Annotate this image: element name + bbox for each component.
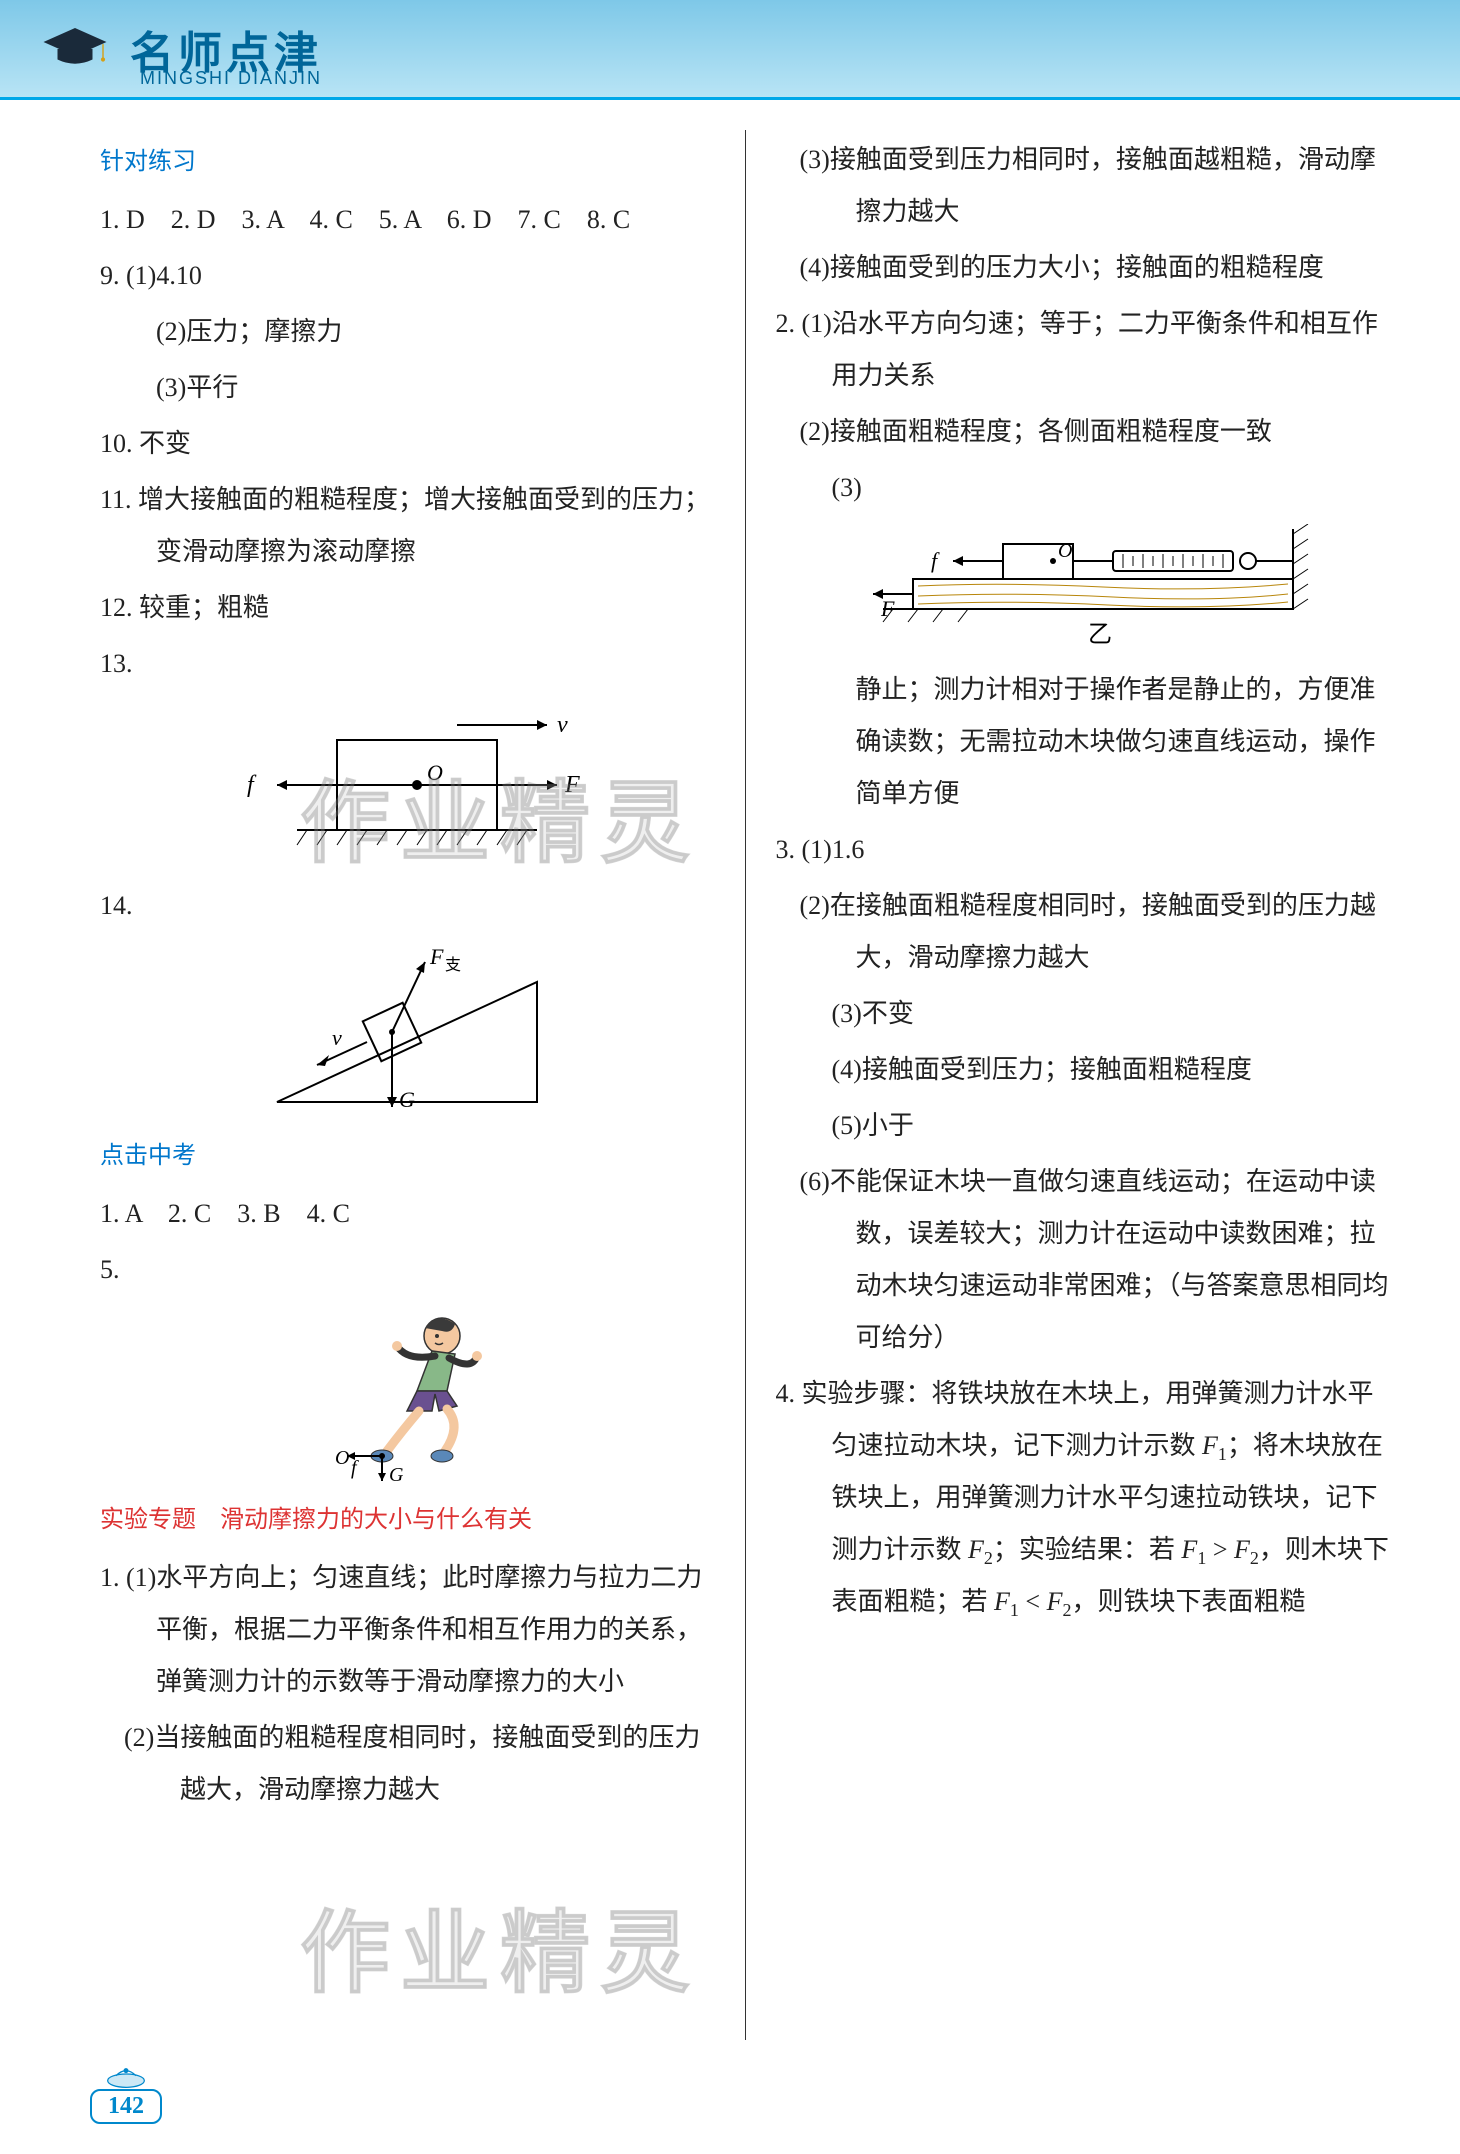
- answer-line: 14.: [100, 880, 715, 932]
- answer-line: (4)接触面受到的压力大小；接触面的粗糙程度: [776, 242, 1391, 294]
- answer-line: (3)接触面受到压力相同时，接触面越粗糙，滑动摩擦力越大: [776, 134, 1391, 238]
- svg-text:f: f: [351, 1457, 359, 1479]
- answer-line: (2)在接触面粗糙程度相同时，接触面受到的压力越大，滑动摩擦力越大: [776, 880, 1391, 984]
- figure-13: O v F f: [100, 700, 715, 870]
- answer-line: 1. D 2. D 3. A 4. C 5. A 6. D 7. C 8. C: [100, 194, 715, 246]
- graduation-cap-icon: [40, 24, 110, 74]
- svg-text:O: O: [1058, 540, 1072, 562]
- svg-text:乙: 乙: [1088, 622, 1112, 648]
- content-area: 针对练习 1. D 2. D 3. A 4. C 5. A 6. D 7. C …: [0, 100, 1460, 2060]
- svg-text:f: f: [931, 548, 940, 573]
- answer-line: (2)当接触面的粗糙程度相同时，接触面受到的压力越大，滑动摩擦力越大: [100, 1712, 715, 1816]
- answer-line: (3)平行: [100, 362, 715, 414]
- svg-text:G: G: [389, 1464, 404, 1486]
- section-label-zhongkao: 点击中考: [100, 1132, 715, 1180]
- figure-spring-scale: F O f: [776, 524, 1391, 654]
- answer-line: 3. (1)1.6: [776, 824, 1391, 876]
- section-label-experiment: 实验专题 滑动摩擦力的大小与什么有关: [100, 1496, 715, 1544]
- page-number: 142: [90, 2089, 162, 2124]
- footer-decoration-icon: [101, 2059, 151, 2089]
- answer-line: (4)接触面受到压力；接触面粗糙程度: [776, 1044, 1391, 1096]
- answer-line: (2)压力；摩擦力: [100, 306, 715, 358]
- answer-line: (3)不变: [776, 988, 1391, 1040]
- page-header: 名师点津 MINGSHI DIANJIN: [0, 0, 1460, 100]
- section-label-practice: 针对练习: [100, 138, 715, 186]
- svg-text:F: F: [429, 944, 444, 969]
- answer-line: 1. A 2. C 3. B 4. C: [100, 1188, 715, 1240]
- svg-text:v: v: [332, 1025, 342, 1050]
- answer-line: 4. 实验步骤：将铁块放在木块上，用弹簧测力计水平匀速拉动木块，记下测力计示数 …: [776, 1368, 1391, 1629]
- answer-line: (5)小于: [776, 1100, 1391, 1152]
- answer-line: (3): [776, 462, 1391, 514]
- answer-line: 12. 较重；粗糙: [100, 582, 715, 634]
- svg-text:F: F: [880, 596, 895, 621]
- answer-line: 静止；测力计相对于操作者是静止的，方便准确读数；无需拉动木块做匀速直线运动，操作…: [776, 664, 1391, 820]
- answer-line: 5.: [100, 1244, 715, 1296]
- svg-text:支: 支: [445, 956, 461, 974]
- svg-text:O: O: [335, 1447, 349, 1469]
- right-column: (3)接触面受到压力相同时，接触面越粗糙，滑动摩擦力越大 (4)接触面受到的压力…: [745, 130, 1391, 2040]
- svg-text:v: v: [557, 712, 568, 738]
- svg-text:f: f: [247, 772, 257, 798]
- answer-line: 11. 增大接触面的粗糙程度；增大接触面受到的压力；变滑动摩擦为滚动摩擦: [100, 474, 715, 578]
- answer-line: 13.: [100, 638, 715, 690]
- answer-line: (6)不能保证木块一直做匀速直线运动；在运动中读数，误差较大；测力计在运动中读数…: [776, 1156, 1391, 1364]
- svg-text:G: G: [399, 1087, 415, 1112]
- answer-line: (2)接触面粗糙程度；各侧面粗糙程度一致: [776, 406, 1391, 458]
- left-column: 针对练习 1. D 2. D 3. A 4. C 5. A 6. D 7. C …: [100, 130, 745, 2040]
- svg-text:O: O: [427, 760, 443, 785]
- answer-line: 9. (1)4.10: [100, 250, 715, 302]
- answer-line: 10. 不变: [100, 418, 715, 470]
- svg-text:F: F: [564, 772, 580, 798]
- answer-line: 2. (1)沿水平方向匀速；等于；二力平衡条件和相互作用力关系: [776, 298, 1391, 402]
- page-footer: 142: [90, 2059, 162, 2124]
- figure-14: F 支 G v: [100, 942, 715, 1122]
- answer-line: 1. (1)水平方向上；匀速直线；此时摩擦力与拉力二力平衡，根据二力平衡条件和相…: [100, 1552, 715, 1708]
- header-pinyin: MINGSHI DIANJIN: [140, 68, 322, 89]
- figure-runner: G f O: [100, 1306, 715, 1486]
